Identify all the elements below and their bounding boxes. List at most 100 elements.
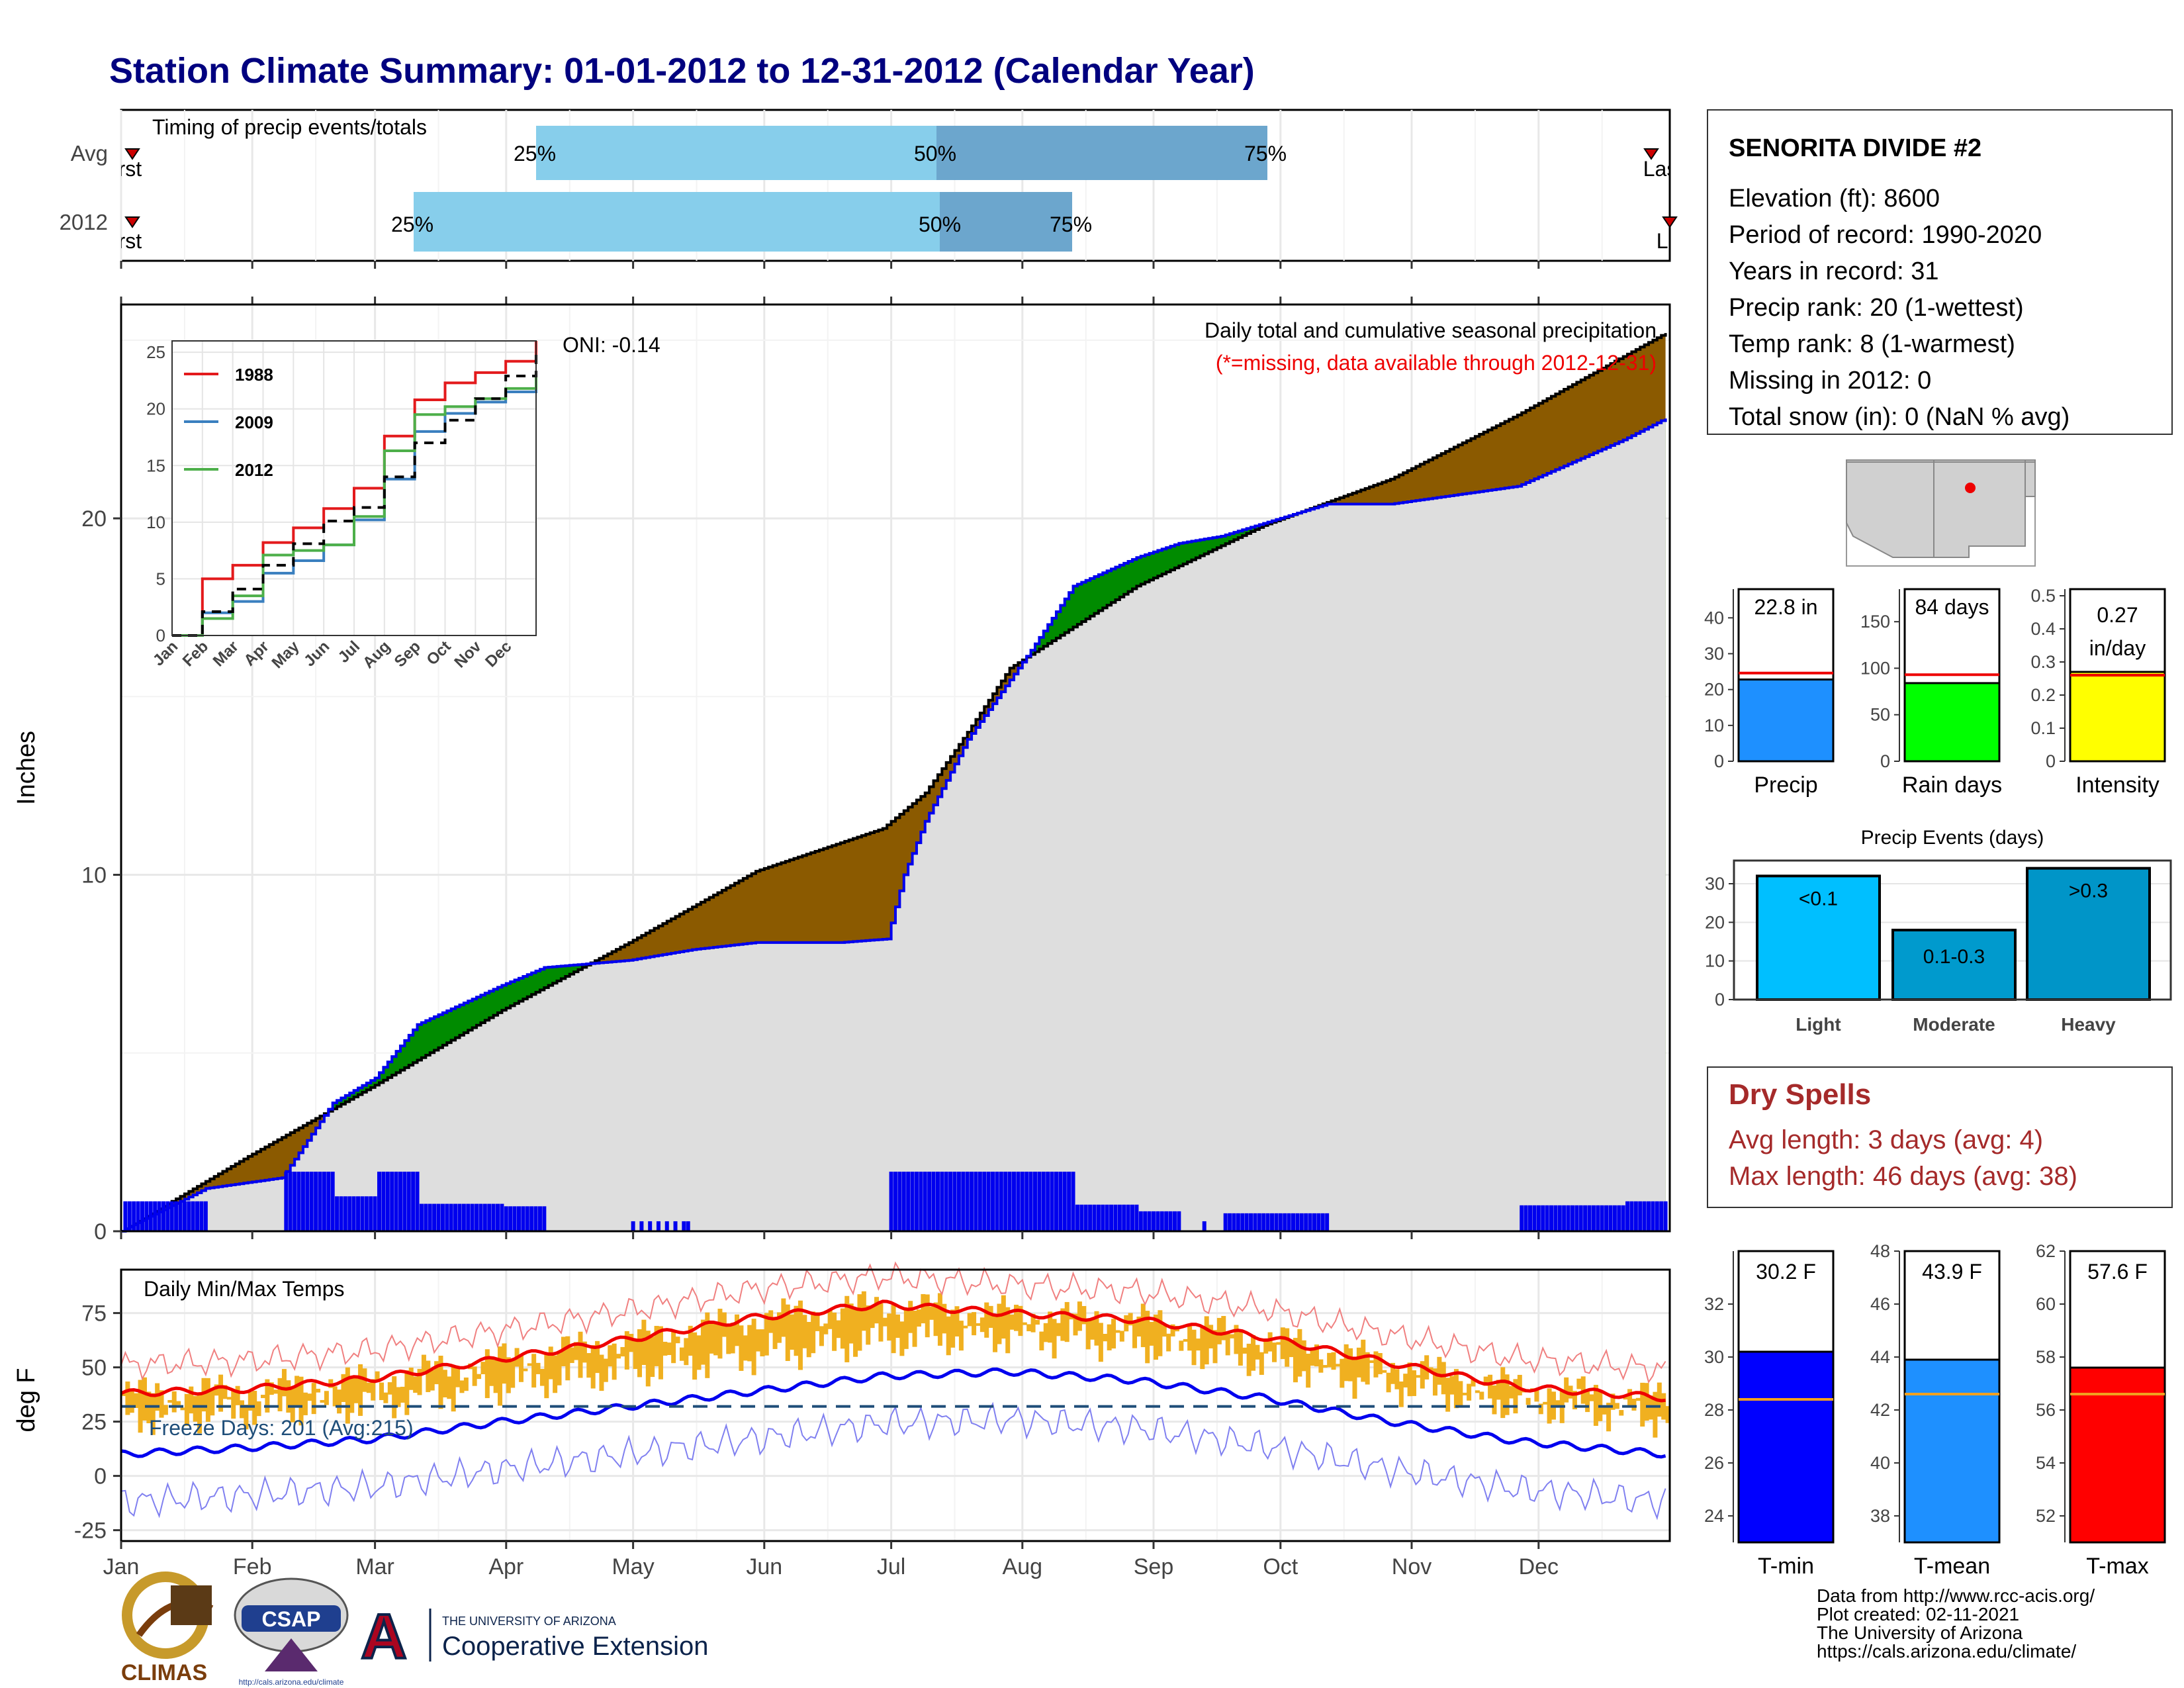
- daily-temp-range-bar: [620, 1346, 625, 1357]
- daily-temp-range-bar: [1407, 1362, 1412, 1397]
- daily-precip-bar: [1304, 1213, 1308, 1231]
- daily-precip-bar: [1295, 1213, 1300, 1231]
- daily-temp-range-bar: [1331, 1352, 1336, 1370]
- daily-temp-range-bar: [1534, 1389, 1539, 1402]
- summary-ytick-label: 0.5: [2030, 586, 2056, 606]
- summary-bar-rain-days: 0 50 100 150 84 days Rain days: [1860, 588, 2002, 798]
- temp-frame: [120, 1268, 1671, 1542]
- daily-temp-range-bar: [281, 1369, 287, 1397]
- daily-precip-bar: [398, 1172, 402, 1231]
- daily-temp-range-bar: [603, 1358, 608, 1382]
- daily-temp-range-bar: [1488, 1374, 1493, 1399]
- daily-temp-range-bar: [1289, 1341, 1294, 1358]
- daily-precip-bar: [664, 1221, 669, 1231]
- timing-avg-bar-25-50: [536, 126, 936, 180]
- daily-precip-bar: [1249, 1213, 1253, 1231]
- daily-precip-bar: [999, 1172, 1003, 1231]
- daily-precip-bar: [161, 1201, 165, 1231]
- daily-temp-range-bar: [921, 1293, 926, 1324]
- daily-precip-bar: [491, 1203, 496, 1231]
- daily-temp-range-bar: [882, 1317, 887, 1327]
- daily-precip-bar: [381, 1172, 386, 1231]
- daily-temp-range-bar: [1441, 1362, 1446, 1395]
- daily-temp-range-bar: [569, 1347, 574, 1364]
- daily-temp-range-bar: [844, 1295, 850, 1362]
- daily-precip-bar: [525, 1206, 529, 1231]
- temp-bar-ytick-label: 60: [2036, 1294, 2056, 1314]
- daily-temp-range-bar: [1154, 1314, 1158, 1360]
- daily-temp-range-bar: [1263, 1339, 1269, 1354]
- daily-precip-bar: [1143, 1211, 1148, 1231]
- daily-precip-bar: [1257, 1213, 1261, 1231]
- daily-temp-range-bar: [696, 1335, 702, 1370]
- summary-ytick-label: 100: [1860, 658, 1890, 678]
- daily-temp-range-bar: [400, 1386, 405, 1403]
- daily-temp-range-bar: [1403, 1374, 1408, 1387]
- daily-temp-range-bar: [1052, 1319, 1057, 1359]
- summary-ytick-label: 150: [1860, 612, 1890, 632]
- daily-temp-range-bar: [891, 1305, 896, 1354]
- daily-precip-bar: [132, 1201, 136, 1231]
- temp-y-label: deg F: [13, 1368, 40, 1432]
- daily-temp-range-bar: [1589, 1394, 1594, 1401]
- event-category-label: Heavy: [2061, 1014, 2116, 1035]
- daily-temp-range-bar: [1204, 1316, 1209, 1365]
- timing-row-2012: 2012: [60, 210, 108, 234]
- daily-temp-range-bar: [502, 1343, 507, 1384]
- daily-precip-bar: [440, 1203, 445, 1231]
- daily-precip-bar: [1079, 1204, 1084, 1231]
- first-marker-avg-icon: [124, 148, 140, 160]
- daily-temp-range-bar: [1509, 1385, 1514, 1399]
- daily-precip-bar: [377, 1172, 381, 1231]
- legend-label-2009: 2009: [235, 412, 273, 432]
- daily-temp-range-bar: [713, 1322, 719, 1356]
- daily-temp-range-bar: [159, 1390, 164, 1418]
- daily-temp-range-bar: [942, 1303, 947, 1334]
- daily-temp-range-bar: [518, 1354, 523, 1382]
- temp-bar-t-mean: 38 40 42 44 46 48 43.9 F T-mean: [1870, 1241, 2001, 1579]
- inset-line-avg: [172, 350, 537, 637]
- daily-temp-range-bar: [121, 1393, 126, 1396]
- daily-precip-bar: [542, 1206, 547, 1231]
- daily-temp-range-bar: [984, 1302, 989, 1338]
- daily-temp-range-bar: [1251, 1335, 1256, 1371]
- daily-temp-range-bar: [1195, 1338, 1201, 1351]
- daily-temp-range-bar: [1496, 1380, 1501, 1400]
- daily-temp-range-bar: [1166, 1333, 1171, 1352]
- daily-temp-range-bar: [489, 1356, 494, 1386]
- daily-temp-range-bar: [1377, 1352, 1383, 1374]
- daily-temp-range-bar: [1640, 1382, 1645, 1427]
- daily-temp-range-bar: [265, 1379, 270, 1413]
- daily-temp-range-bar: [802, 1315, 807, 1348]
- daily-temp-range-bar: [637, 1329, 642, 1378]
- daily-precip-bar: [432, 1203, 437, 1231]
- daily-precip-bar: [1202, 1221, 1206, 1231]
- climas-wordmark: CLIMAS: [121, 1660, 207, 1685]
- daily-temp-range-bar: [1128, 1313, 1133, 1326]
- daily-precip-bar: [123, 1201, 128, 1231]
- temp-panel-label: Daily Min/Max Temps: [144, 1277, 344, 1301]
- summary-value-bar: [1737, 679, 1835, 763]
- daily-precip-bar: [1253, 1213, 1257, 1231]
- daily-precip-bar: [411, 1172, 416, 1231]
- daily-precip-bar: [496, 1203, 500, 1231]
- daily-temp-range-bar: [1077, 1301, 1082, 1331]
- daily-temp-range-bar: [1462, 1392, 1467, 1395]
- daily-temp-range-bar: [895, 1314, 900, 1338]
- daily-precip-bar: [537, 1206, 542, 1231]
- daily-precip-bar: [1549, 1205, 1553, 1231]
- daily-precip-bar: [1566, 1205, 1570, 1231]
- daily-temp-range-bar: [937, 1293, 942, 1346]
- daily-temp-range-bar: [709, 1323, 714, 1354]
- summary-ytick-label: 0: [1880, 751, 1890, 771]
- daily-temp-range-bar: [155, 1383, 160, 1411]
- daily-temp-range-bar: [645, 1331, 651, 1387]
- daily-temp-range-bar: [506, 1357, 511, 1393]
- daily-temp-range-bar: [1297, 1329, 1302, 1377]
- timing-avg-25: 25%: [514, 142, 556, 165]
- daily-temp-range-bar: [612, 1343, 617, 1380]
- summary-ytick-label: 0.4: [2030, 619, 2056, 639]
- daily-temp-range-bar: [1479, 1391, 1484, 1400]
- daily-temp-range-bar: [1343, 1344, 1349, 1382]
- daily-precip-bar: [178, 1201, 183, 1231]
